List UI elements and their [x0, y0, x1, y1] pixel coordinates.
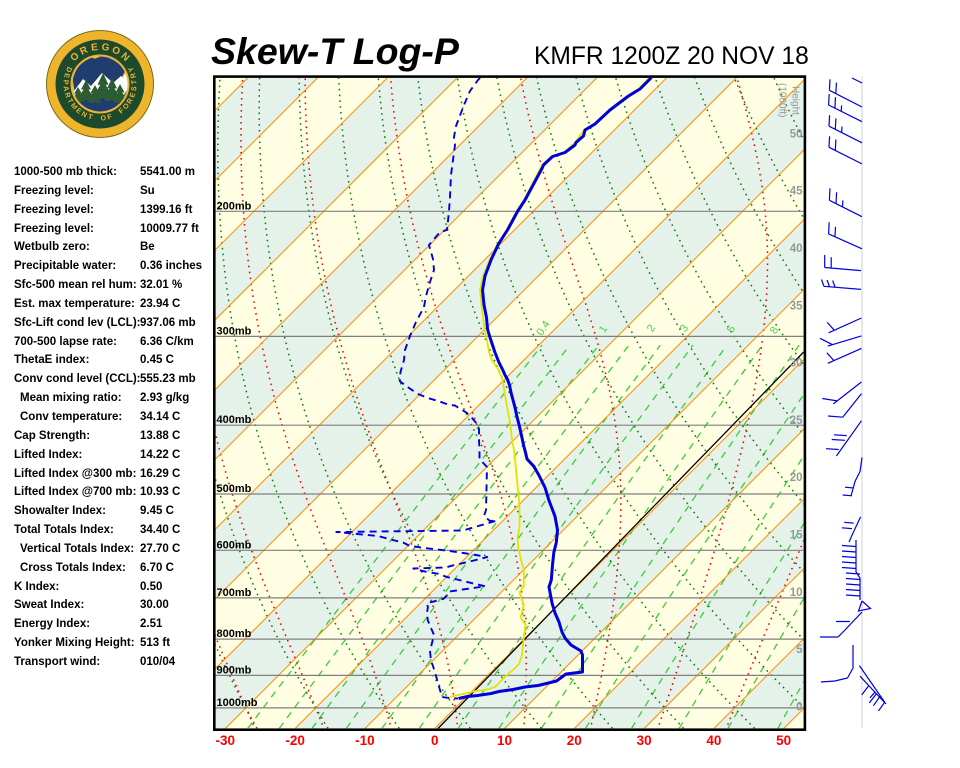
svg-text:E: E	[62, 72, 72, 79]
svg-text:F: F	[117, 105, 127, 115]
svg-text:O: O	[110, 45, 122, 58]
svg-text:900mb: 900mb	[217, 664, 252, 676]
svg-text:35: 35	[790, 300, 803, 312]
svg-text:T: T	[87, 112, 94, 122]
svg-text:R: R	[63, 91, 73, 100]
svg-text:40: 40	[790, 243, 803, 255]
svg-text:0: 0	[796, 701, 802, 713]
svg-text:E: E	[74, 106, 84, 116]
svg-text:P: P	[61, 79, 70, 84]
svg-text:R: R	[128, 71, 138, 79]
svg-text:R: R	[124, 96, 135, 106]
svg-text:T: T	[65, 97, 75, 106]
svg-text:1: 1	[597, 324, 610, 336]
svg-text:3: 3	[678, 323, 691, 335]
svg-text:20: 20	[790, 472, 803, 484]
svg-text:M: M	[69, 101, 80, 111]
svg-text:50: 50	[790, 128, 803, 140]
svg-text:500mb: 500mb	[217, 483, 252, 495]
svg-text:E: E	[90, 42, 99, 54]
svg-text:200mb: 200mb	[217, 200, 252, 212]
svg-text:30: 30	[637, 733, 652, 748]
svg-text:A: A	[61, 85, 71, 91]
svg-text:Height: Height	[790, 86, 801, 115]
svg-text:15: 15	[790, 530, 803, 542]
svg-text:O: O	[100, 113, 107, 123]
svg-text:S: S	[129, 85, 139, 91]
svg-text:E: E	[127, 91, 137, 99]
svg-text:D: D	[64, 65, 74, 74]
svg-text:1000mb: 1000mb	[217, 697, 258, 709]
svg-text:600mb: 600mb	[217, 539, 252, 551]
svg-text:R: R	[78, 44, 90, 57]
svg-text:2: 2	[645, 323, 658, 335]
svg-text:40: 40	[706, 733, 721, 748]
svg-text:F: F	[106, 111, 113, 121]
svg-text:G: G	[101, 42, 111, 54]
svg-text:20: 20	[567, 733, 582, 748]
svg-text:O: O	[121, 101, 132, 111]
svg-text:700mb: 700mb	[217, 587, 252, 599]
svg-text:10: 10	[790, 587, 803, 599]
svg-text:25: 25	[790, 415, 803, 427]
svg-text:N: N	[80, 109, 89, 119]
svg-text:8: 8	[768, 325, 781, 337]
svg-text:Y: Y	[126, 65, 136, 73]
svg-text:5: 5	[725, 324, 738, 336]
svg-text:300mb: 300mb	[217, 325, 252, 337]
svg-text:50: 50	[776, 733, 791, 748]
svg-text:T: T	[129, 79, 138, 84]
svg-text:30: 30	[790, 358, 803, 370]
svg-text:45: 45	[790, 186, 803, 198]
svg-text:800mb: 800mb	[217, 628, 252, 640]
svg-text:400mb: 400mb	[217, 414, 252, 426]
svg-text:-10: -10	[355, 733, 375, 748]
svg-text:5: 5	[796, 644, 803, 656]
svg-text:-30: -30	[216, 733, 236, 748]
svg-text:(1000ft): (1000ft)	[777, 83, 788, 117]
svg-text:10: 10	[497, 733, 512, 748]
svg-text:0: 0	[431, 733, 439, 748]
svg-text:-20: -20	[285, 733, 305, 748]
